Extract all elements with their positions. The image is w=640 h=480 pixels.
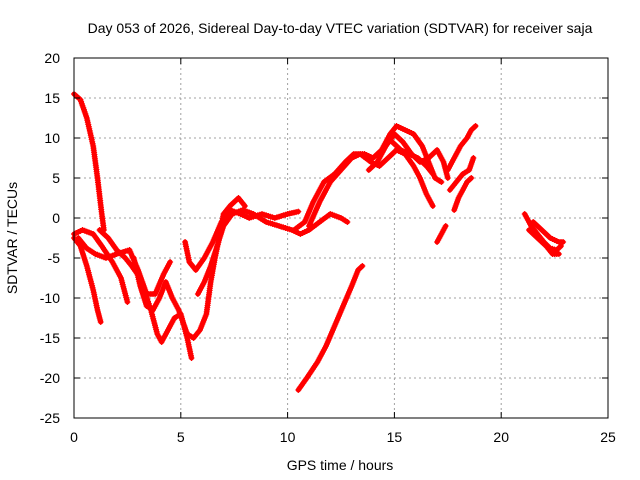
plot-frame (73, 57, 609, 419)
series-track-14 (434, 223, 449, 245)
y-tick-label: -15 (40, 330, 60, 346)
axis-ticks (73, 57, 609, 419)
x-tick-label: 20 (493, 429, 509, 445)
series-track-17 (451, 175, 475, 213)
series-track-9 (295, 263, 366, 393)
series-track-20 (530, 219, 567, 245)
series-markers (451, 175, 475, 213)
series-markers (295, 263, 366, 393)
y-tick-label: 15 (44, 90, 60, 106)
x-tick-label: 5 (177, 429, 185, 445)
series-track-19 (526, 227, 562, 257)
y-tick-label: 5 (52, 170, 60, 186)
y-tick-label: 10 (44, 130, 60, 146)
x-tick-label: 25 (600, 429, 616, 445)
y-tick-label: -10 (40, 290, 60, 306)
series-markers (530, 219, 567, 245)
y-tick-label: -5 (48, 250, 61, 266)
series-markers (434, 223, 449, 245)
x-tick-label: 0 (70, 429, 78, 445)
y-tick-label: 0 (52, 210, 60, 226)
series-track-8 (194, 207, 351, 297)
series-markers (526, 227, 562, 257)
y-axis-label: SDTVAR / TECUs (4, 182, 20, 294)
series-track-16 (446, 155, 477, 193)
series-markers (182, 207, 302, 273)
y-tick-label: -25 (40, 410, 60, 426)
y-tick-label: -20 (40, 370, 60, 386)
x-tick-label: 15 (387, 429, 403, 445)
series-markers (389, 139, 436, 177)
series-track-15 (444, 123, 479, 173)
data-series (71, 91, 567, 393)
series-markers (446, 155, 477, 193)
x-axis-label: GPS time / hours (287, 457, 394, 473)
series-markers (444, 123, 479, 173)
series-markers (194, 207, 351, 297)
chart-title: Day 053 of 2026, Sidereal Day-to-day VTE… (88, 20, 593, 36)
series-track-7 (182, 207, 302, 273)
tick-labels: 0 5 10 15 20 25 -25 -20 -15 -10 -5 0 5 10 15 20 (40, 50, 616, 445)
series-track-13 (389, 139, 436, 177)
y-tick-label: 20 (44, 50, 60, 66)
x-tick-label: 10 (280, 429, 296, 445)
